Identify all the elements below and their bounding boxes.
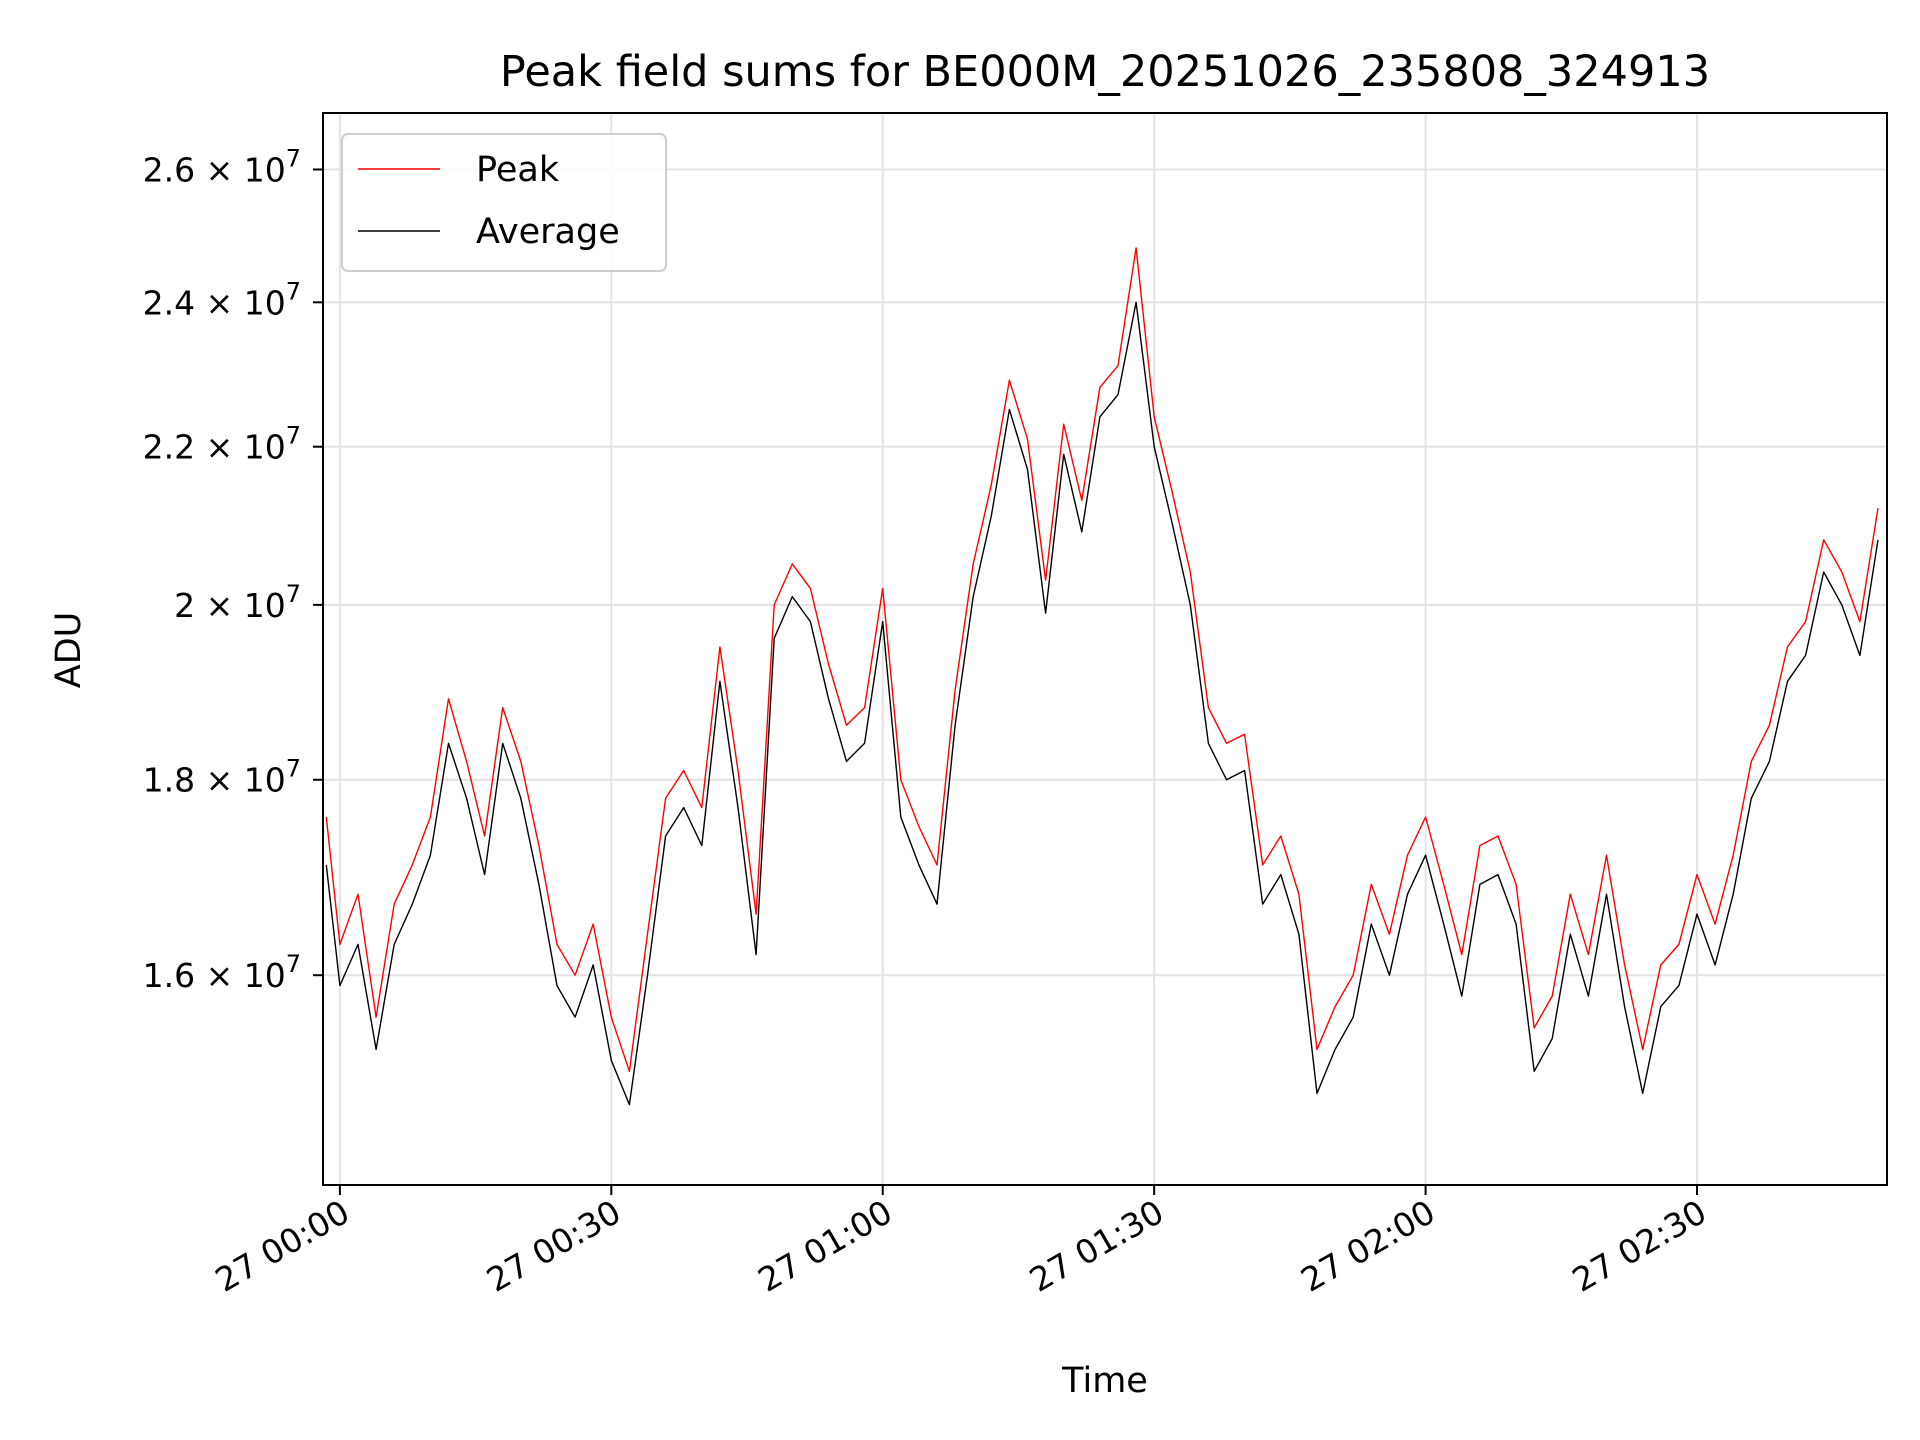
- series-line-average: [325, 301, 1879, 1106]
- y-tick-label: 2 × 107: [174, 580, 301, 625]
- x-axis-title: Time: [1061, 1361, 1148, 1401]
- y-axis-title: ADU: [49, 612, 89, 689]
- series-line-peak: [325, 247, 1879, 1073]
- chart-title: Peak field sums for BE000M_20251026_2358…: [500, 47, 1710, 97]
- y-tick-label: 1.6 × 107: [143, 950, 301, 995]
- legend-label-average: Average: [476, 212, 620, 252]
- y-tick-label: 1.8 × 107: [143, 755, 301, 800]
- legend-box: [341, 133, 667, 272]
- y-tick-label: 2.2 × 107: [143, 422, 301, 467]
- legend-label-peak: Peak: [476, 150, 560, 190]
- plot-frame: [322, 112, 1888, 1186]
- series-layer: [325, 247, 1879, 1106]
- legend: Peak Average: [341, 133, 667, 272]
- y-axis: 1.6 × 107 1.8 × 107 2 × 107 2.2 × 107 2.4 × …: [143, 144, 323, 995]
- y-tick-label: 2.4 × 107: [143, 277, 301, 322]
- y-tick-label: 2.6 × 107: [143, 144, 301, 189]
- grid: [323, 113, 1887, 1185]
